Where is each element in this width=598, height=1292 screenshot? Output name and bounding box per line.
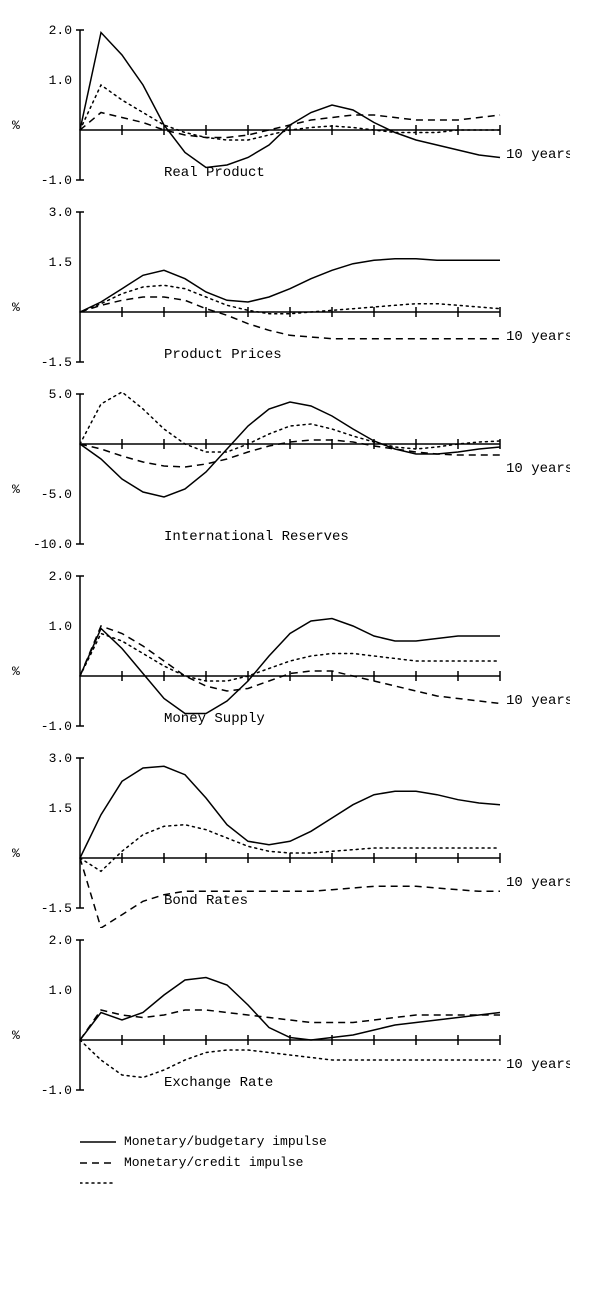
series-dotted <box>80 1040 500 1078</box>
y-tick-label: -1.0 <box>41 1083 72 1098</box>
chart-title: International Reserves <box>164 529 349 545</box>
y-tick-label: 2.0 <box>49 569 72 584</box>
legend-item-dashed: Monetary/credit impulse <box>80 1155 588 1170</box>
x-axis-label: 10 years <box>506 875 570 891</box>
chart-title: Money Supply <box>164 711 265 727</box>
chart-panel: -1.5 1.5 3.0% 10 years Bond Rates <box>10 748 570 928</box>
pct-label: % <box>12 1028 20 1043</box>
chart-panel: -1.0 1.0 2.0% 10 years Exchange Rate <box>10 930 570 1110</box>
chart-title: Product Prices <box>164 347 282 363</box>
series-solid <box>80 978 500 1041</box>
y-tick-label: 1.5 <box>49 801 72 816</box>
y-tick-label: -1.5 <box>41 355 72 370</box>
series-solid <box>80 619 500 714</box>
y-tick-label: 3.0 <box>49 751 72 766</box>
y-tick-label: -1.0 <box>41 173 72 188</box>
chart-panel: -1.0 1.0 2.0% 10 years Money Supply <box>10 566 570 746</box>
pct-label: % <box>12 846 20 861</box>
pct-label: % <box>12 118 20 133</box>
x-axis-label: 10 years <box>506 329 570 345</box>
series-solid <box>80 33 500 168</box>
chart-svg: -1.0 1.0 2.0% 10 years Money Supply <box>10 566 570 746</box>
pct-label: % <box>12 300 20 315</box>
pct-label: % <box>12 664 20 679</box>
chart-title: Real Product <box>164 165 265 181</box>
chart-svg: -1.0 1.0 2.0% 10 years Real Product <box>10 20 570 200</box>
legend-label: Monetary/budgetary impulse <box>124 1134 327 1149</box>
y-tick-label: 2.0 <box>49 23 72 38</box>
y-tick-label: 1.5 <box>49 255 72 270</box>
chart-title: Exchange Rate <box>164 1075 273 1091</box>
chart-svg: -1.0 1.0 2.0% 10 years Exchange Rate <box>10 930 570 1110</box>
y-tick-label: -1.5 <box>41 901 72 916</box>
y-tick-label: 5.0 <box>49 387 72 402</box>
y-tick-label: -5.0 <box>41 487 72 502</box>
y-tick-label: 3.0 <box>49 205 72 220</box>
y-tick-label: -1.0 <box>41 719 72 734</box>
chart-stack: -1.0 1.0 2.0% 10 years Real Product -1.5 1.5 3.… <box>10 20 588 1110</box>
legend-swatch-solid <box>80 1135 116 1149</box>
x-axis-label: 10 years <box>506 693 570 709</box>
chart-title: Bond Rates <box>164 893 248 909</box>
series-dashed <box>80 858 500 928</box>
legend-item-dotted <box>80 1176 588 1190</box>
chart-panel: -1.5 1.5 3.0% 10 years Product Prices <box>10 202 570 382</box>
series-solid <box>80 402 500 497</box>
chart-panel: -1.0 1.0 2.0% 10 years Real Product <box>10 20 570 200</box>
y-tick-label: 1.0 <box>49 619 72 634</box>
x-axis-label: 10 years <box>506 147 570 163</box>
legend: Monetary/budgetary impulse Monetary/cred… <box>80 1134 588 1190</box>
y-tick-label: 1.0 <box>49 73 72 88</box>
pct-label: % <box>12 482 20 497</box>
chart-svg: -10.0 -5.0 5.0% 10 years International Reser… <box>10 384 570 564</box>
legend-item-solid: Monetary/budgetary impulse <box>80 1134 588 1149</box>
series-dashed <box>80 626 500 704</box>
y-tick-label: 2.0 <box>49 933 72 948</box>
y-tick-label: -10.0 <box>33 537 72 552</box>
legend-swatch-dotted <box>80 1176 116 1190</box>
x-axis-label: 10 years <box>506 461 570 477</box>
legend-swatch-dashed <box>80 1156 116 1170</box>
chart-panel: -10.0 -5.0 5.0% 10 years International Reser… <box>10 384 570 564</box>
chart-svg: -1.5 1.5 3.0% 10 years Bond Rates <box>10 748 570 928</box>
legend-label: Monetary/credit impulse <box>124 1155 303 1170</box>
series-solid <box>80 766 500 858</box>
x-axis-label: 10 years <box>506 1057 570 1073</box>
series-dotted <box>80 825 500 872</box>
chart-svg: -1.5 1.5 3.0% 10 years Product Prices <box>10 202 570 382</box>
y-tick-label: 1.0 <box>49 983 72 998</box>
